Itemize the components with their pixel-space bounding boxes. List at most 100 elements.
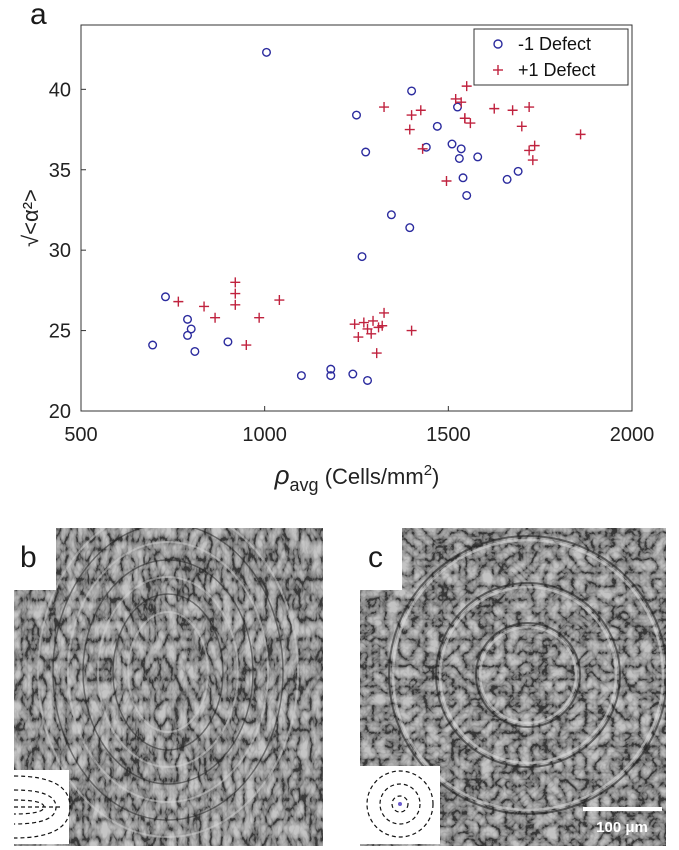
data-point-minus1-defect: [462, 190, 472, 200]
data-point-minus1-defect: [262, 47, 272, 57]
micrograph-b: b: [13, 528, 323, 846]
data-point-plus1-defect: [524, 102, 535, 113]
inset-plus1-defect-schematic: [13, 770, 71, 844]
data-point-minus1-defect: [326, 371, 336, 381]
panel-label-c: c: [368, 541, 383, 574]
data-point-plus1-defect: [507, 105, 518, 116]
panel-c-letter-box: [360, 528, 402, 590]
data-point-plus1-defect: [379, 102, 390, 113]
scale-bar: 100 μm: [583, 807, 662, 836]
x-axis-label-end: ): [432, 464, 439, 489]
data-point-plus1-defect: [441, 176, 452, 187]
data-point-plus1-defect: [230, 288, 241, 299]
inset-minus1-defect-schematic: [360, 766, 440, 844]
x-tick-label: 500: [64, 424, 97, 446]
data-point-plus1-defect: [274, 295, 285, 306]
data-point-minus1-defect: [223, 337, 233, 347]
y-tick-label: 25: [49, 321, 71, 343]
x-axis-label-tail: (Cells/mm: [319, 464, 424, 489]
data-point-plus1-defect: [254, 312, 265, 323]
data-point-plus1-defect: [379, 307, 390, 318]
x-tick-label: 1000: [242, 424, 287, 446]
legend-marker-plus1: [493, 65, 503, 75]
data-point-minus1-defect: [502, 174, 512, 184]
data-points: [148, 47, 586, 385]
data-point-plus1-defect: [230, 277, 241, 288]
data-point-plus1-defect: [465, 118, 476, 129]
y-tick-label: 30: [49, 240, 71, 262]
y-tick-label: 35: [49, 160, 71, 182]
x-axis: 500 1000 1500 2000: [64, 406, 654, 446]
micrograph-c: c 100 μm: [360, 528, 666, 846]
data-point-minus1-defect: [186, 324, 196, 334]
data-point-minus1-defect: [183, 314, 193, 324]
legend: -1 Defect +1 Defect: [473, 28, 629, 86]
data-point-plus1-defect: [173, 296, 184, 307]
data-point-minus1-defect: [326, 364, 336, 374]
plot-frame: [80, 24, 633, 412]
data-point-plus1-defect: [353, 332, 364, 343]
data-point-plus1-defect: [575, 129, 586, 140]
data-point-minus1-defect: [458, 173, 468, 183]
data-point-minus1-defect: [421, 142, 431, 152]
data-point-minus1-defect: [361, 147, 371, 157]
data-point-minus1-defect: [454, 153, 464, 163]
legend-label-plus1: +1 Defect: [518, 60, 596, 80]
data-point-plus1-defect: [371, 348, 382, 359]
x-axis-label: ρavg (Cells/mm2): [274, 460, 440, 495]
data-point-plus1-defect: [230, 299, 241, 310]
data-point-plus1-defect: [406, 325, 417, 336]
scatter-chart: 500 1000 1500 2000 20 25 30 35 40 √<α²> ρavg (C…: [18, 24, 654, 495]
data-point-plus1-defect: [417, 143, 428, 154]
y-axis-label: √<α²>: [18, 189, 43, 247]
data-point-plus1-defect: [459, 113, 470, 124]
y-tick-label: 40: [49, 79, 71, 101]
panel-b-letter-box: [14, 528, 56, 590]
data-point-minus1-defect: [407, 86, 417, 96]
data-point-minus1-defect: [453, 102, 463, 112]
data-point-plus1-defect: [524, 145, 535, 156]
data-point-plus1-defect: [210, 312, 221, 323]
y-axis: 20 25 30 35 40: [49, 79, 86, 423]
data-point-plus1-defect: [450, 93, 461, 104]
data-point-plus1-defect: [461, 81, 472, 92]
data-point-minus1-defect: [513, 166, 523, 176]
data-point-minus1-defect: [160, 292, 170, 302]
data-point-minus1-defect: [432, 121, 442, 131]
x-tick-label: 2000: [610, 424, 655, 446]
data-point-minus1-defect: [352, 110, 362, 120]
data-point-plus1-defect: [377, 320, 388, 331]
data-point-plus1-defect: [368, 315, 379, 326]
x-axis-label-sup: 2: [424, 462, 432, 479]
data-point-minus1-defect: [183, 330, 193, 340]
data-point-minus1-defect: [190, 346, 200, 356]
panel-label-a: a: [30, 0, 47, 31]
data-point-plus1-defect: [358, 317, 369, 328]
data-point-plus1-defect: [529, 140, 540, 151]
data-point-plus1-defect: [489, 103, 500, 114]
data-point-plus1-defect: [516, 121, 527, 132]
data-point-plus1-defect: [456, 97, 467, 108]
x-axis-label-main: ρ: [274, 460, 290, 490]
data-point-minus1-defect: [296, 371, 306, 381]
data-point-minus1-defect: [386, 210, 396, 220]
x-tick-label: 1500: [426, 424, 471, 446]
legend-label-minus1: -1 Defect: [518, 34, 591, 54]
data-point-plus1-defect: [366, 328, 377, 339]
data-point-minus1-defect: [357, 252, 367, 262]
data-point-minus1-defect: [456, 144, 466, 154]
data-point-plus1-defect: [527, 155, 538, 166]
data-point-plus1-defect: [349, 319, 360, 330]
data-point-minus1-defect: [405, 223, 415, 233]
data-point-plus1-defect: [404, 124, 415, 135]
scale-bar-label: 100 μm: [596, 819, 648, 836]
panel-label-b: b: [20, 541, 37, 574]
y-tick-label: 20: [49, 401, 71, 423]
data-point-minus1-defect: [473, 152, 483, 162]
data-point-plus1-defect: [415, 105, 426, 116]
data-point-minus1-defect: [348, 369, 358, 379]
data-point-minus1-defect: [148, 340, 158, 350]
data-point-minus1-defect: [447, 139, 457, 149]
x-axis-label-sub: avg: [290, 475, 319, 495]
